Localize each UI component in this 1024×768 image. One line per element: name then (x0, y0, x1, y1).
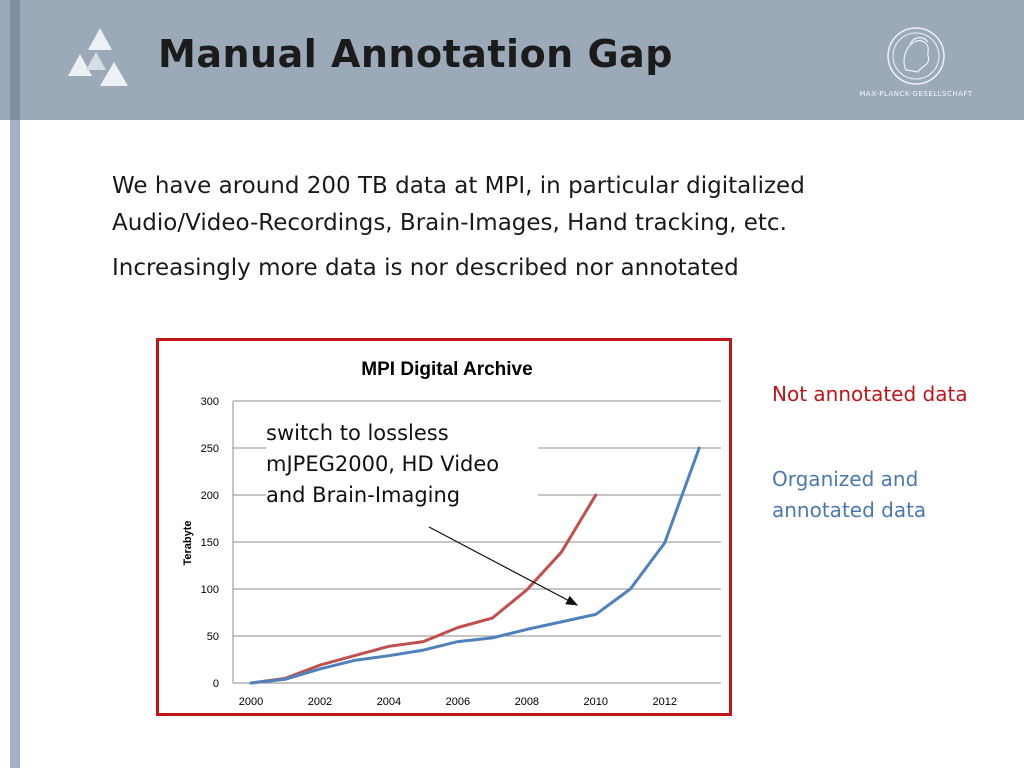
y-tick-label: 100 (201, 584, 219, 596)
x-tick-label: 2012 (652, 696, 676, 708)
series-not-annotated-line (249, 493, 598, 685)
chart-canvas: 0 50 100 150 200 250 300 2000 2002 2004 2006 2008 20… (182, 359, 721, 708)
x-tick-label: 2010 (584, 696, 608, 708)
series-annotated-line (249, 446, 701, 685)
x-tick-label: 2004 (377, 696, 401, 708)
y-tick-label: 250 (201, 443, 219, 455)
x-tick-label: 2002 (308, 696, 332, 708)
slide-title: Manual Annotation Gap (158, 32, 674, 76)
left-accent-bar (0, 0, 22, 768)
paragraph-annotation-gap: Increasingly more data is nor described … (112, 255, 739, 281)
y-tick-label: 150 (201, 537, 219, 549)
x-tick-label: 2008 (515, 696, 539, 708)
slide-body: We have around 200 TB data at MPI, in pa… (112, 168, 952, 287)
legend-annotated: Organized and annotated data (772, 467, 927, 522)
y-tick-label: 50 (207, 631, 219, 643)
archive-chart: 0 50 100 150 200 250 300 2000 2002 2004 2006 2008 20… (156, 338, 732, 716)
legend-not-annotated: Not annotated data (772, 382, 968, 406)
y-axis-label: Terabyte (182, 520, 194, 565)
y-tick-label: 0 (213, 678, 219, 690)
y-tick-label: 200 (201, 490, 219, 502)
x-tick-label: 2000 (239, 696, 263, 708)
paragraph-archive-size: We have around 200 TB data at MPI, in pa… (112, 173, 805, 236)
triangles-logo-icon (68, 28, 128, 86)
annotation-arrow (428, 526, 579, 606)
x-tick-label: 2006 (446, 696, 470, 708)
chart-title: MPI Digital Archive (361, 359, 532, 380)
slide-header: Manual Annotation Gap MAX-PLANCK-GESELLS… (0, 0, 1024, 120)
annotation-callout: switch to lossless mJPEG2000, HD Video a… (266, 418, 538, 511)
y-tick-label: 300 (201, 396, 219, 408)
org-name: MAX-PLANCK-GESELLSCHAFT (859, 90, 973, 98)
minerva-emblem-icon (887, 27, 945, 85)
